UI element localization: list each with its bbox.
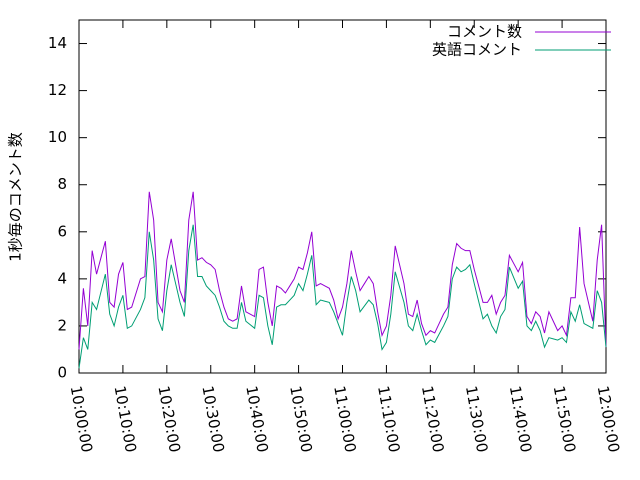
y-tick-label: 8	[57, 175, 67, 193]
x-tick-label: 10:20:00	[154, 384, 183, 453]
x-tick-label: 10:00:00	[67, 384, 96, 453]
x-tick-label: 11:40:00	[506, 384, 535, 453]
x-tick-label: 11:10:00	[374, 384, 403, 453]
x-tick-label: 11:20:00	[418, 384, 447, 453]
y-tick-label: 2	[57, 316, 67, 334]
y-tick-label: 12	[48, 81, 67, 99]
y-axis-label: 1秒毎のコメント数	[7, 132, 25, 262]
x-tick-label: 12:00:00	[594, 384, 623, 453]
x-tick-label: 10:40:00	[242, 384, 271, 453]
y-tick-label: 6	[57, 222, 67, 240]
x-tick-label: 10:10:00	[111, 384, 140, 453]
x-tick-label: 11:50:00	[550, 384, 579, 453]
x-tick-label: 11:00:00	[330, 384, 359, 453]
series-line	[78, 191, 607, 350]
series-line	[78, 224, 607, 369]
y-tick-label: 4	[57, 269, 67, 287]
y-tick-label: 14	[48, 34, 67, 52]
x-tick-label: 11:30:00	[462, 384, 491, 453]
legend-label: 英語コメント	[432, 41, 522, 59]
legend-label: コメント数	[447, 23, 522, 41]
x-tick-label: 10:50:00	[286, 384, 315, 453]
y-tick-label: 0	[57, 364, 67, 382]
x-tick-label: 10:30:00	[198, 384, 227, 453]
y-tick-label: 10	[48, 128, 67, 146]
